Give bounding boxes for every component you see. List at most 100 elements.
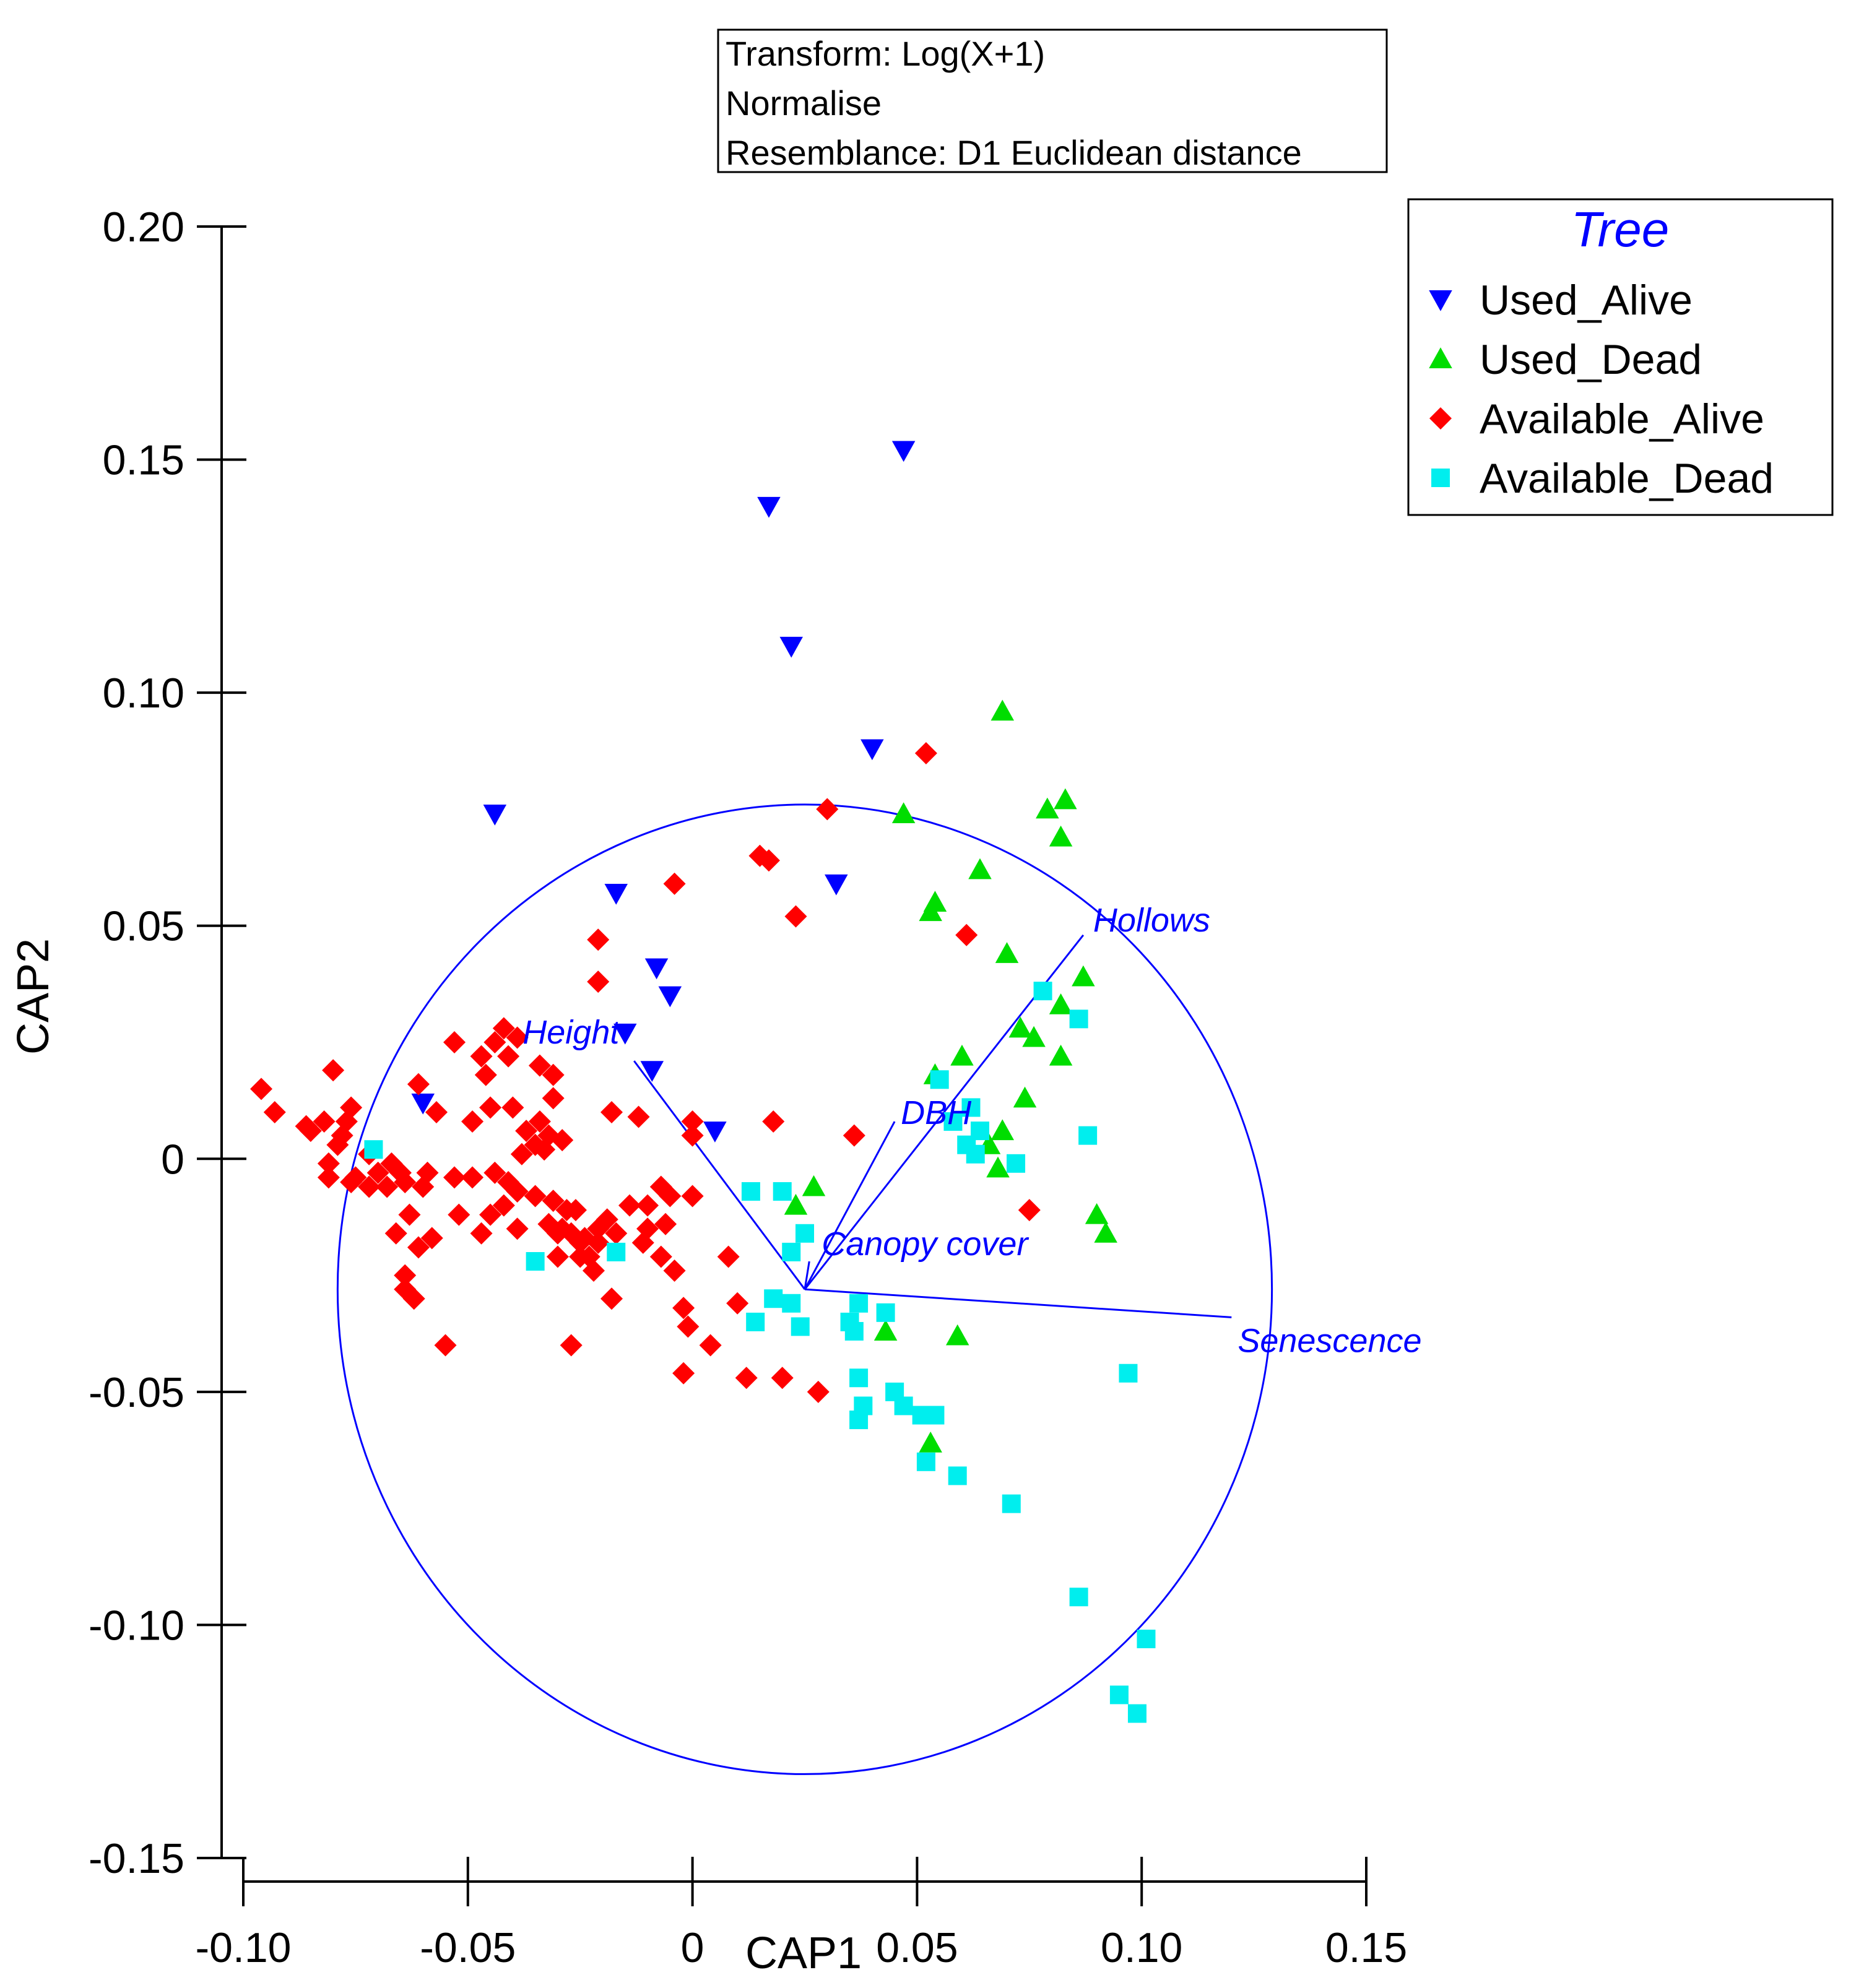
point-available-dead	[1137, 1630, 1156, 1649]
point-used-dead	[802, 1175, 826, 1196]
point-used-dead	[950, 1044, 974, 1066]
info-line-transform: Transform: Log(X+1)	[726, 34, 1045, 73]
point-available-alive	[631, 1231, 654, 1254]
info-box: Transform: Log(X+1) Normalise Resemblanc…	[717, 28, 1388, 173]
point-available-alive	[394, 1170, 417, 1193]
legend: Tree Used_Alive Used_Dead Available_Alive A…	[1407, 198, 1834, 516]
point-used-dead	[1036, 797, 1059, 819]
point-available-alive	[501, 1096, 524, 1119]
point-used-alive	[891, 441, 916, 462]
point-available-dead	[741, 1182, 760, 1201]
point-available-dead	[943, 1112, 963, 1131]
point-available-alive	[250, 1078, 273, 1100]
point-available-alive	[474, 1063, 497, 1086]
legend-label: Available_Alive	[1480, 395, 1764, 443]
point-available-alive	[515, 1120, 538, 1143]
series-used-alive	[411, 441, 916, 1143]
point-used-alive	[644, 958, 669, 980]
point-available-alive	[394, 1264, 417, 1287]
point-available-alive	[492, 1017, 515, 1040]
vector-label: Canopy cover	[821, 1225, 1029, 1263]
point-available-alive	[317, 1166, 340, 1189]
point-available-alive	[636, 1194, 659, 1217]
point-available-alive	[384, 1222, 407, 1245]
legend-items: Used_Alive Used_Dead Available_Alive Availa…	[1429, 277, 1774, 502]
point-available-alive	[663, 872, 686, 895]
point-used-dead	[784, 1193, 808, 1215]
legend-label: Used_Alive	[1480, 277, 1693, 324]
point-available-alive	[448, 1203, 470, 1226]
point-used-dead	[1094, 1222, 1117, 1243]
correlation-circle	[336, 803, 1273, 1775]
legend-marker	[1429, 407, 1452, 430]
point-used-alive	[658, 986, 682, 1008]
point-used-alive	[757, 496, 781, 518]
point-available-alive	[677, 1315, 700, 1338]
point-available-alive	[784, 905, 807, 928]
point-used-dead	[995, 942, 1019, 963]
point-used-dead	[968, 858, 992, 879]
y-tick-label: 0.20	[103, 204, 184, 251]
point-available-alive	[807, 1380, 830, 1403]
legend-label: Used_Dead	[1480, 336, 1702, 383]
point-available-dead	[1109, 1685, 1129, 1705]
point-available-alive	[726, 1292, 749, 1315]
point-available-alive	[317, 1152, 340, 1175]
point-used-dead	[891, 802, 916, 823]
point-used-alive	[779, 636, 803, 658]
point-available-alive	[313, 1110, 336, 1133]
point-used-dead	[991, 1119, 1015, 1141]
point-available-alive	[443, 1166, 466, 1189]
point-available-alive	[479, 1203, 502, 1226]
point-available-alive	[528, 1110, 551, 1133]
point-used-dead	[919, 1431, 942, 1453]
point-used-dead	[1013, 1086, 1037, 1108]
point-available-alive	[605, 1222, 628, 1245]
point-available-alive	[699, 1334, 722, 1357]
point-available-alive	[542, 1063, 565, 1086]
point-available-alive	[587, 970, 610, 993]
point-used-dead	[991, 699, 1015, 721]
point-used-alive	[613, 1023, 637, 1045]
point-available-dead	[876, 1303, 895, 1322]
point-used-dead	[1008, 1016, 1033, 1038]
point-used-dead	[919, 900, 942, 922]
point-available-alive	[506, 1180, 529, 1203]
point-available-alive	[555, 1199, 578, 1222]
point-available-dead	[849, 1368, 869, 1388]
point-available-alive	[587, 928, 610, 951]
y-tick-label: 0.05	[103, 903, 184, 950]
point-used-dead	[1049, 1044, 1073, 1066]
point-available-alive	[681, 1185, 704, 1208]
y-axis-title: CAP2	[9, 938, 58, 1055]
vector-labels: Height DBH Hollows Canopy cover Senescence	[522, 902, 1421, 1360]
point-available-alive	[398, 1203, 421, 1226]
point-available-dead	[1119, 1364, 1138, 1383]
point-available-dead	[844, 1321, 864, 1341]
point-available-alive	[358, 1175, 381, 1198]
point-used-alive	[483, 804, 507, 826]
vector-line	[804, 1121, 896, 1290]
point-available-alive	[542, 1087, 565, 1110]
vector-line	[804, 1261, 810, 1290]
point-available-dead	[607, 1242, 626, 1261]
vector-label: Hollows	[1093, 902, 1210, 939]
point-available-alive	[582, 1260, 605, 1282]
point-available-alive	[420, 1227, 443, 1250]
point-available-alive	[326, 1133, 349, 1156]
point-available-dead	[966, 1144, 985, 1164]
point-available-alive	[443, 1031, 466, 1053]
point-available-alive	[483, 1031, 506, 1053]
point-available-alive	[470, 1045, 493, 1068]
point-available-alive	[762, 1110, 785, 1133]
x-axis-title: CAP1	[745, 1929, 862, 1978]
point-available-alive	[407, 1236, 430, 1259]
point-available-alive	[546, 1222, 569, 1245]
point-available-alive	[510, 1143, 533, 1165]
info-line-resemblance: Resemblance: D1 Euclidean distance	[726, 133, 1302, 172]
point-available-dead	[894, 1396, 913, 1415]
point-available-dead	[930, 1070, 949, 1089]
point-available-alive	[461, 1110, 484, 1133]
x-tick-label: 0.05	[876, 1924, 958, 1971]
